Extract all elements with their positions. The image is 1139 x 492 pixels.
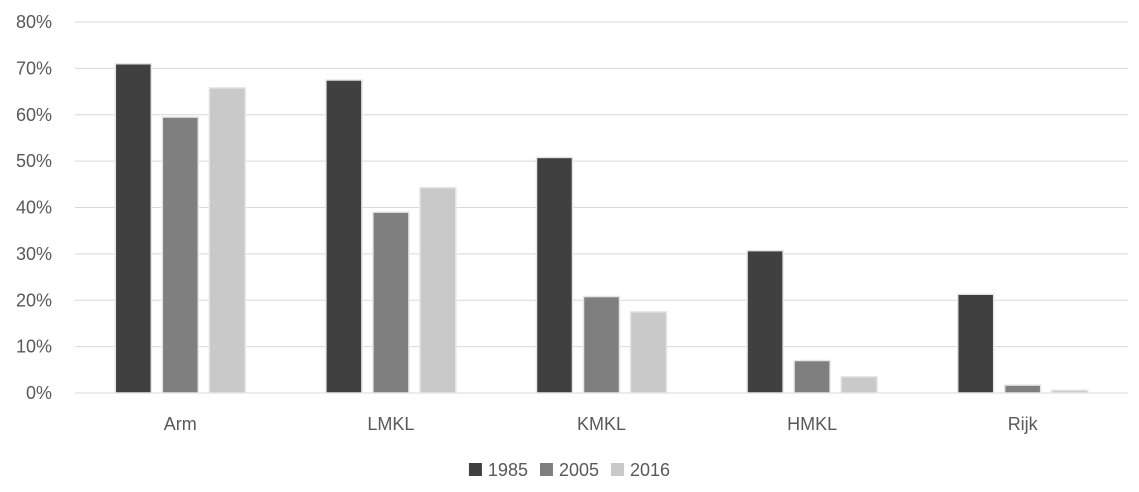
bar-2005-lmkl (372, 211, 410, 394)
x-category-label: Arm (164, 414, 197, 434)
gridlines (75, 21, 1128, 394)
bar-2016-arm (208, 87, 247, 394)
y-tick-label: 40% (16, 198, 52, 218)
bar-1985-kmkl (535, 156, 574, 394)
bars (114, 62, 1089, 394)
bar-2016-rijk (1050, 389, 1089, 394)
bar-2005-kmkl (582, 295, 621, 394)
bar-1985-rijk (956, 293, 995, 394)
bar-2005-hmkl (793, 359, 831, 394)
y-tick-label: 0% (26, 383, 52, 403)
legend-label: 1985 (488, 460, 528, 480)
legend-swatch (468, 463, 482, 476)
x-category-label: Rijk (1008, 414, 1039, 434)
bar-1985-lmkl (325, 79, 363, 394)
bar-2016-hmkl (840, 376, 878, 394)
x-axis-category-labels: Arm LMKL KMKL HMKL Rijk (164, 414, 1039, 434)
y-axis-tick-labels: 0% 10% 20% 30% 40% 50% 60% 70% 80% (16, 12, 52, 403)
legend-item-1985: 1985 (468, 460, 528, 480)
x-category-label: HMKL (787, 414, 837, 434)
x-category-label: LMKL (367, 414, 414, 434)
legend-label: 2016 (630, 460, 670, 480)
bar-2005-arm (161, 116, 200, 394)
y-tick-label: 80% (16, 12, 52, 32)
y-tick-label: 50% (16, 151, 52, 171)
legend: 1985 2005 2016 (468, 460, 670, 480)
legend-swatch (539, 463, 553, 476)
y-tick-label: 20% (16, 290, 52, 310)
y-tick-label: 70% (16, 58, 52, 78)
y-tick-label: 10% (16, 337, 52, 357)
y-tick-label: 30% (16, 244, 52, 264)
legend-item-2005: 2005 (539, 460, 599, 480)
legend-swatch (611, 463, 625, 476)
x-category-label: KMKL (577, 414, 626, 434)
y-tick-label: 60% (16, 105, 52, 125)
bar-1985-arm (114, 62, 153, 394)
bar-2016-kmkl (629, 311, 668, 394)
bar-1985-hmkl (746, 249, 784, 394)
bar-2016-lmkl (419, 186, 457, 394)
bar-2005-rijk (1003, 384, 1042, 394)
legend-item-2016: 2016 (611, 460, 670, 480)
legend-label: 2005 (559, 460, 599, 480)
